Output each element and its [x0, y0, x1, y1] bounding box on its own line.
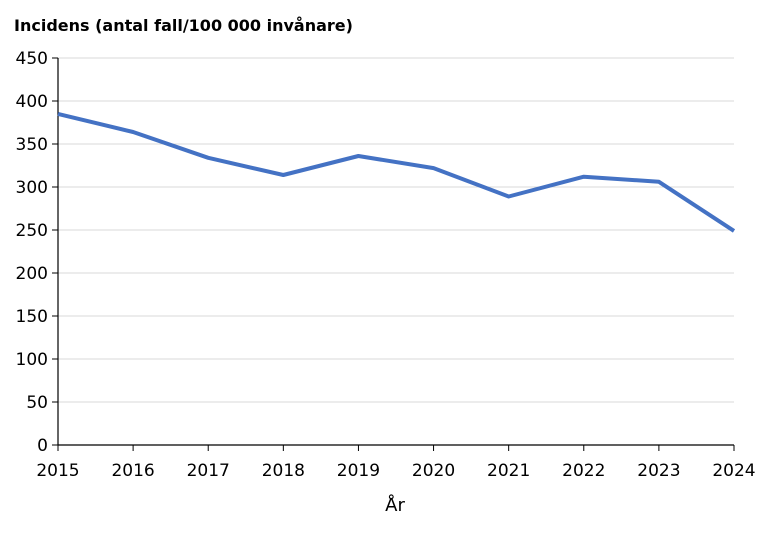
- y-tick-label: 300: [16, 178, 48, 198]
- tick-labels: 0 50 100 150 200 250 300 350 400 450 2015 2016 2017 2…: [16, 49, 756, 481]
- data-point: [281, 173, 285, 177]
- data-point: [356, 154, 360, 158]
- x-tick-label: 2017: [187, 461, 230, 481]
- gridlines: [58, 57, 734, 403]
- x-tick-label: 2022: [562, 461, 605, 481]
- data-point: [131, 130, 135, 134]
- y-tick-label: 50: [26, 393, 48, 413]
- x-axis-title: År: [385, 494, 405, 516]
- y-tick-label: 350: [16, 135, 48, 155]
- y-axis-title: Incidens (antal fall/100 000 invånare): [14, 16, 353, 35]
- x-tick-label: 2021: [487, 461, 530, 481]
- y-tick-label: 450: [16, 49, 48, 69]
- y-tick-label: 0: [37, 436, 48, 456]
- data-point: [206, 156, 210, 160]
- y-tick-label: 400: [16, 92, 48, 112]
- x-tick-label: 2020: [412, 461, 455, 481]
- data-point: [657, 180, 661, 184]
- x-tick-label: 2016: [111, 461, 154, 481]
- series-line: [57, 111, 736, 233]
- data-point: [56, 112, 60, 116]
- x-tick-label: 2018: [262, 461, 305, 481]
- data-point: [432, 166, 436, 170]
- data-point: [582, 175, 586, 179]
- x-tick-label: 2019: [337, 461, 380, 481]
- y-tick-label: 150: [16, 307, 48, 327]
- series-layer: [56, 111, 736, 233]
- x-tick-label: 2024: [712, 461, 755, 481]
- x-tick-label: 2015: [36, 461, 79, 481]
- y-tick-label: 200: [16, 264, 48, 284]
- data-point: [507, 194, 511, 198]
- data-point: [732, 229, 736, 233]
- y-tick-label: 250: [16, 221, 48, 241]
- axes: [52, 57, 735, 451]
- y-tick-label: 100: [16, 350, 48, 370]
- x-tick-label: 2023: [637, 461, 680, 481]
